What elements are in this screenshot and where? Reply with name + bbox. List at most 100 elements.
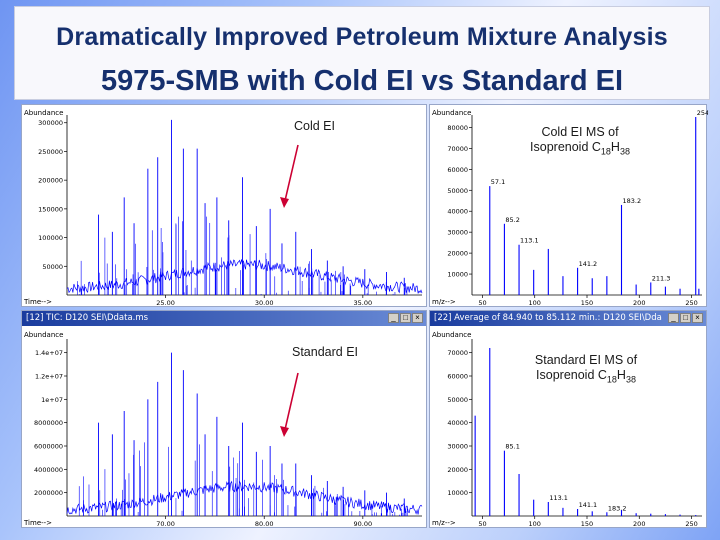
x-tick-label: 200 [633,520,645,528]
annotation-line2: Isoprenoid C [536,368,607,382]
y-axis-label: Abundance [24,331,63,339]
close-button[interactable]: × [692,313,703,323]
x-tick-label: 35.00 [354,299,373,307]
ms-peak-label: 183.2 [623,197,642,205]
arrow-head [280,197,289,208]
annotation-h: H [616,368,626,382]
maximize-button[interactable]: □ [680,313,691,323]
plot-area [66,119,423,295]
y-tick-label: 250000 [38,148,63,156]
minimize-button[interactable]: _ [668,313,679,323]
x-tick-label: 150 [581,299,593,307]
ms-peak-label: 85.1 [505,443,519,451]
annotation-line2: Isoprenoid C [530,140,601,154]
annotation-sub2: 38 [625,374,636,385]
y-axis-label: Abundance [432,331,471,339]
y-tick-label: 20000 [447,466,468,474]
ms-std-panel: [22] Average of 84.940 to 85.112 min.: D… [429,310,707,528]
y-tick-label: 50000 [447,396,468,404]
x-tick-label: 90.00 [354,520,373,528]
y-tick-label: 300000 [38,119,63,127]
y-tick-label: 20000 [447,250,468,258]
annotation-line1: Standard EI MS of [534,353,638,367]
ms-peak-label: 113.1 [549,494,568,502]
x-tick-label: 100 [529,299,541,307]
y-axis-label: Abundance [432,109,471,117]
y-tick-label: 200000 [38,177,63,185]
tic-cold-chart: Abundance Time--> 50000 100000 150000 20000… [23,109,423,307]
ms-peak-label: 141.2 [579,260,598,268]
ms-peak-label: 85.2 [505,216,519,224]
maximize-button[interactable]: □ [400,313,411,323]
y-tick-label: 100000 [38,234,63,242]
annotation-sub1: 18 [606,374,617,385]
y-tick-label: 8000000 [34,419,63,427]
y-tick-label: 30000 [447,229,468,237]
y-tick-label: 150000 [38,205,63,213]
slide-title: Dramatically Improved Petroleum Mixture … [56,23,668,51]
y-tick-label: 80000 [447,124,468,132]
x-tick-label: 80.00 [255,520,274,528]
x-tick-label: 250 [685,520,697,528]
ticks: 2000000 4000000 6000000 8000000 1e+07 1.2e+07… [34,349,372,528]
x-tick-label: 50 [478,520,486,528]
plot-area: 57.1 85.2 113.1 141.2 183.2 211.3 254.3 [489,109,708,295]
y-tick-label: 1.4e+07 [35,349,63,357]
y-tick-label: 70000 [447,145,468,153]
tic-std-panel: [12] TIC: D120 SEI\Ddata.ms _ □ × Abunda… [21,310,427,528]
x-tick-label: 25.00 [156,299,175,307]
x-tick-label: 50 [478,299,486,307]
slide-subtitle: 5975-SMB with Cold EI vs Standard EI [100,65,624,97]
y-tick-label: 30000 [447,443,468,451]
close-button[interactable]: × [412,313,423,323]
y-tick-label: 10000 [447,271,468,279]
x-tick-label: 150 [581,520,593,528]
ms-peak-label: 57.1 [491,178,505,186]
minimize-button[interactable]: _ [388,313,399,323]
y-tick-label: 70000 [447,349,468,357]
window-title: [22] Average of 84.940 to 85.112 min.: D… [434,313,662,323]
y-tick-label: 50000 [42,263,63,271]
y-tick-label: 2000000 [34,489,63,497]
x-axis-label: m/z--> [432,519,456,527]
standard-ei-label: Standard EI [292,345,359,359]
ms-cold-chart: Abundance m/z--> 10000 20000 30000 40000 500… [432,109,708,307]
tic-std-chart: Abundance Time--> 2000000 4000000 6000000 8… [23,331,423,528]
ms-peak-label: 254.3 [697,109,708,117]
ms-cold-panel: Abundance m/z--> 10000 20000 30000 40000 500… [429,104,708,307]
y-tick-label: 1e+07 [41,396,63,404]
ticks: 10000 20000 30000 40000 50000 60000 70000 50 100… [447,349,697,528]
ms-peak-label: 141.1 [579,501,598,509]
y-tick-label: 4000000 [34,466,63,474]
standard-ei-ms-label: Standard EI MS of Isoprenoid C18H38 [496,353,676,388]
ms-std-chart: Abundance m/z--> 10000 20000 30000 40000 500… [432,331,702,528]
x-axis-label: Time--> [23,298,52,306]
ticks: 50000 100000 150000 200000 250000 300000 25.00… [38,119,372,307]
x-tick-label: 100 [529,520,541,528]
y-tick-label: 1.2e+07 [35,373,63,381]
x-axis-label: m/z--> [432,298,456,306]
window-title: [12] TIC: D120 SEI\Ddata.ms [26,313,149,323]
ms-std-window-titlebar[interactable]: [22] Average of 84.940 to 85.112 min.: D… [430,311,706,326]
annotation-sub1: 18 [600,146,611,157]
arrow-shaft [283,144,299,206]
y-tick-label: 40000 [447,419,468,427]
y-tick-label: 10000 [447,489,468,497]
tic-std-window-titlebar[interactable]: [12] TIC: D120 SEI\Ddata.ms [22,311,426,326]
y-tick-label: 6000000 [34,443,63,451]
annotation-sub2: 38 [619,146,630,157]
plot-area [66,352,423,516]
x-axis-label: Time--> [23,519,52,527]
y-tick-label: 60000 [447,373,468,381]
y-tick-label: 40000 [447,208,468,216]
tic-cold-panel: Abundance Time--> 50000 100000 150000 20000… [21,104,427,307]
x-tick-label: 30.00 [255,299,274,307]
ms-peak-label: 211.3 [652,274,671,282]
arrow-shaft [283,372,299,435]
x-tick-label: 200 [633,299,645,307]
arrow-head [280,426,289,437]
y-tick-label: 60000 [447,166,468,174]
ms-peak-label: 183.2 [608,504,627,512]
x-tick-label: 250 [685,299,697,307]
ticks: 10000 20000 30000 40000 50000 60000 70000 80000… [447,124,697,307]
